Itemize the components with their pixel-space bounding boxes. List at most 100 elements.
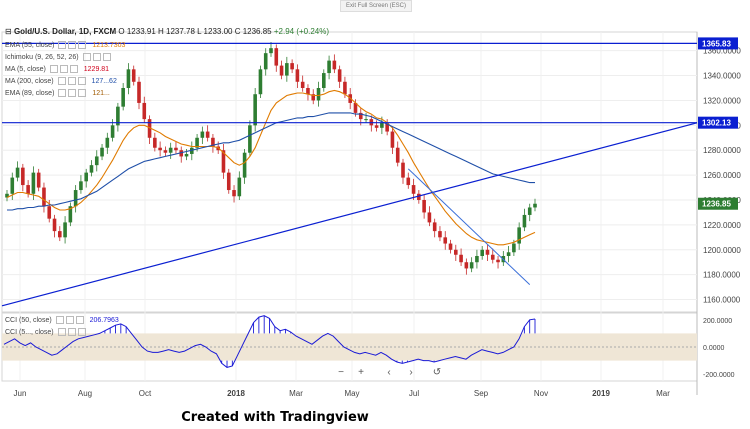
- x-tick-label: May: [344, 389, 359, 398]
- candle-body: [454, 249, 458, 255]
- legend-cci-second[interactable]: CCI (5..., close): [5, 328, 86, 337]
- legend-label: EMA (89, close): [5, 90, 55, 97]
- close-icon[interactable]: [78, 41, 87, 50]
- legend-cci50[interactable]: CCI (50, close) 206.7963: [5, 316, 119, 325]
- visibility-icon[interactable]: [58, 89, 67, 98]
- candle-body: [121, 88, 125, 107]
- candle-body: [316, 88, 321, 101]
- candle-body: [285, 63, 289, 76]
- candle-body: [242, 152, 247, 178]
- candle-body: [506, 252, 511, 256]
- settings-icon[interactable]: [59, 65, 68, 74]
- candle-body: [10, 177, 15, 194]
- x-tick-label: Sep: [474, 389, 489, 398]
- candle-body: [485, 249, 490, 255]
- legend-ema89[interactable]: EMA (89, close) 121...: [5, 89, 110, 98]
- close-icon[interactable]: [77, 77, 86, 86]
- visibility-icon[interactable]: [57, 328, 66, 337]
- zoom-in-button[interactable]: +: [358, 367, 364, 378]
- candle-body: [517, 227, 521, 244]
- high-value: H 1237.78: [158, 27, 195, 36]
- candle-body: [211, 137, 215, 147]
- candle-body: [89, 165, 94, 173]
- close-icon[interactable]: [69, 65, 78, 74]
- candle-body: [269, 48, 273, 54]
- visibility-icon[interactable]: [58, 41, 67, 50]
- candle-body: [179, 150, 184, 157]
- cci-band: [2, 333, 697, 361]
- candle-body: [116, 106, 120, 126]
- candle-body: [184, 153, 189, 157]
- legend-ichimoku[interactable]: Ichimoku (9, 26, 52, 26): [5, 53, 111, 62]
- close-icon[interactable]: [102, 53, 111, 62]
- candle-body: [190, 147, 194, 154]
- candle-body: [295, 69, 300, 82]
- visibility-icon[interactable]: [57, 77, 66, 86]
- settings-icon[interactable]: [67, 328, 76, 337]
- cci-tick-label: 200.0000: [703, 318, 732, 325]
- y-tick-label: 1360.0000: [703, 47, 741, 56]
- symbol-label: Gold/U.S. Dollar, 1D, FXCM: [13, 27, 117, 36]
- candle-body: [290, 63, 294, 70]
- scroll-forward-button[interactable]: ›: [409, 367, 413, 378]
- ema55-line: [6, 89, 536, 246]
- visibility-icon[interactable]: [55, 316, 64, 325]
- settings-icon[interactable]: [67, 77, 76, 86]
- cci-tick-label: 0.0000: [703, 345, 725, 352]
- candle-body: [163, 150, 168, 153]
- close-icon[interactable]: [77, 328, 86, 337]
- candle-body: [63, 222, 67, 238]
- price-pane-frame: [1, 31, 698, 313]
- legend-value: 1213.7303: [92, 42, 126, 49]
- x-tick-label: Jul: [409, 389, 419, 398]
- legend-value: 206.7963: [89, 317, 119, 324]
- visibility-icon[interactable]: [82, 53, 91, 62]
- legend-label: MA (200, close): [5, 78, 54, 85]
- change-value: +2.94 (+0.24%): [273, 27, 330, 36]
- candle-body: [58, 231, 62, 238]
- zoom-out-button[interactable]: −: [338, 367, 344, 378]
- scroll-back-button[interactable]: ‹: [387, 367, 391, 378]
- candle-body: [358, 112, 363, 120]
- close-icon[interactable]: [78, 89, 87, 98]
- price-chart[interactable]: 1160.00001180.00001200.00001220.00001240…: [0, 0, 750, 400]
- candle-body: [84, 172, 88, 182]
- candle-body: [417, 193, 421, 200]
- legend-ma5[interactable]: MA (5, close) 1229.81: [5, 65, 109, 74]
- close-value: C 1236.85: [234, 27, 272, 36]
- candle-body: [311, 94, 316, 101]
- legend-ma200[interactable]: MA (200, close) 127...62: [5, 77, 117, 86]
- legend-ema55[interactable]: EMA (55, close) 1213.7303: [5, 41, 125, 50]
- open-value: O 1233.91: [118, 27, 156, 36]
- ma200-line: [7, 112, 535, 211]
- cci-tick-label: -200.0000: [703, 372, 735, 379]
- visibility-icon[interactable]: [49, 65, 58, 74]
- reset-chart-button[interactable]: ↺: [432, 367, 442, 378]
- rising-trendline: [1, 122, 698, 307]
- candle-body: [237, 177, 242, 197]
- settings-icon[interactable]: [68, 41, 77, 50]
- candle-body: [527, 207, 532, 215]
- upper-line-price-label-bg: [698, 37, 738, 50]
- candle-body: [147, 119, 152, 138]
- candle-body: [438, 231, 442, 238]
- exit-fullscreen-button[interactable]: Exit Full Screen (ESC): [340, 0, 412, 12]
- candle-body: [390, 131, 395, 148]
- candle-body: [380, 122, 384, 128]
- x-tick-label: 2019: [592, 389, 610, 398]
- settings-icon[interactable]: [65, 316, 74, 325]
- close-icon[interactable]: [75, 316, 84, 325]
- legend-label: CCI (5..., close): [5, 329, 54, 336]
- candle-body: [100, 147, 104, 157]
- last-price-label-bg: [698, 197, 738, 210]
- collapse-icon[interactable]: ⊟: [5, 27, 12, 36]
- candle-body: [300, 81, 305, 88]
- chart-header: ⊟ Gold/U.S. Dollar, 1D, FXCM O 1233.91 H…: [5, 27, 329, 36]
- y-tick-label: 1280.0000: [703, 146, 741, 155]
- candle-body: [153, 137, 157, 148]
- candle-body: [73, 190, 78, 207]
- settings-icon[interactable]: [92, 53, 101, 62]
- settings-icon[interactable]: [68, 89, 77, 98]
- y-tick-label: 1260.0000: [703, 171, 741, 180]
- y-tick-label: 1180.0000: [703, 271, 741, 280]
